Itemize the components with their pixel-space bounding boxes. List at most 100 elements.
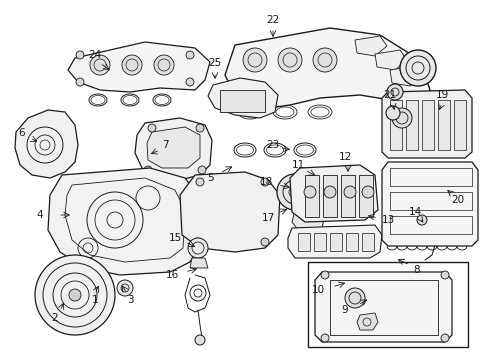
Circle shape xyxy=(35,255,115,335)
Text: 24: 24 xyxy=(88,50,102,60)
Circle shape xyxy=(391,108,411,128)
Circle shape xyxy=(345,288,364,308)
Circle shape xyxy=(195,335,204,345)
Polygon shape xyxy=(374,50,406,70)
Circle shape xyxy=(278,48,302,72)
Text: 21: 21 xyxy=(383,90,396,100)
Circle shape xyxy=(187,238,207,258)
Text: 19: 19 xyxy=(434,90,447,100)
Polygon shape xyxy=(381,90,471,158)
Polygon shape xyxy=(135,118,212,180)
Text: 11: 11 xyxy=(291,160,304,170)
Bar xyxy=(305,175,318,217)
Polygon shape xyxy=(47,295,69,315)
Circle shape xyxy=(386,84,402,100)
Bar xyxy=(361,233,373,251)
Bar xyxy=(453,100,465,150)
Circle shape xyxy=(69,289,81,301)
Polygon shape xyxy=(314,272,451,342)
Text: 5: 5 xyxy=(206,173,213,183)
Circle shape xyxy=(416,215,426,225)
Circle shape xyxy=(261,178,268,186)
Text: 14: 14 xyxy=(407,207,421,217)
Text: 25: 25 xyxy=(208,58,221,68)
Circle shape xyxy=(261,238,268,246)
Bar xyxy=(323,175,336,217)
Text: 4: 4 xyxy=(37,210,43,220)
Text: 18: 18 xyxy=(259,177,272,187)
Bar xyxy=(358,175,372,217)
Circle shape xyxy=(122,55,142,75)
Text: 15: 15 xyxy=(168,233,181,243)
Circle shape xyxy=(399,50,435,86)
Polygon shape xyxy=(291,208,325,230)
Circle shape xyxy=(320,271,328,279)
Bar xyxy=(220,90,264,112)
Circle shape xyxy=(361,186,373,198)
Circle shape xyxy=(304,186,315,198)
Polygon shape xyxy=(356,313,377,330)
Circle shape xyxy=(185,78,194,86)
Text: 2: 2 xyxy=(52,313,58,323)
Circle shape xyxy=(343,186,355,198)
Circle shape xyxy=(76,51,84,59)
Polygon shape xyxy=(180,172,280,252)
Circle shape xyxy=(185,51,194,59)
Circle shape xyxy=(90,55,110,75)
Polygon shape xyxy=(224,28,429,110)
Bar xyxy=(329,233,341,251)
Polygon shape xyxy=(147,127,200,168)
Polygon shape xyxy=(207,78,278,118)
Text: 1: 1 xyxy=(92,295,98,305)
Circle shape xyxy=(76,78,84,86)
Circle shape xyxy=(440,271,448,279)
Polygon shape xyxy=(190,258,207,268)
Bar xyxy=(421,100,433,150)
Circle shape xyxy=(385,106,399,120)
Text: 12: 12 xyxy=(338,152,351,162)
Text: 10: 10 xyxy=(311,285,324,295)
Text: 13: 13 xyxy=(381,215,394,225)
Circle shape xyxy=(196,178,203,186)
Circle shape xyxy=(198,166,205,174)
Circle shape xyxy=(312,48,336,72)
Text: 23: 23 xyxy=(266,140,279,150)
Bar xyxy=(389,216,471,234)
Circle shape xyxy=(154,55,174,75)
Bar xyxy=(389,192,471,210)
Polygon shape xyxy=(287,225,381,258)
Bar xyxy=(340,175,354,217)
Circle shape xyxy=(304,240,311,248)
Text: 8: 8 xyxy=(413,265,420,275)
Polygon shape xyxy=(389,66,421,86)
Circle shape xyxy=(440,334,448,342)
Bar xyxy=(437,100,449,150)
Circle shape xyxy=(196,124,203,132)
Bar xyxy=(389,100,401,150)
Circle shape xyxy=(143,166,152,174)
Bar xyxy=(346,233,357,251)
Text: 3: 3 xyxy=(126,295,133,305)
Text: 9: 9 xyxy=(341,305,347,315)
Polygon shape xyxy=(354,36,386,56)
Bar xyxy=(329,280,437,335)
Polygon shape xyxy=(381,162,477,246)
Bar xyxy=(307,262,467,347)
Bar xyxy=(389,168,471,186)
Circle shape xyxy=(243,48,266,72)
Circle shape xyxy=(324,186,335,198)
Text: 17: 17 xyxy=(261,213,274,223)
Circle shape xyxy=(148,124,156,132)
Text: 6: 6 xyxy=(19,128,25,138)
Text: 7: 7 xyxy=(162,140,168,150)
Text: 22: 22 xyxy=(266,15,279,25)
Polygon shape xyxy=(48,168,200,275)
Circle shape xyxy=(276,174,312,210)
Bar xyxy=(405,100,417,150)
Bar xyxy=(313,233,325,251)
Polygon shape xyxy=(289,165,377,222)
Circle shape xyxy=(320,334,328,342)
Polygon shape xyxy=(85,285,104,300)
Text: 20: 20 xyxy=(450,195,464,205)
Bar xyxy=(297,233,309,251)
